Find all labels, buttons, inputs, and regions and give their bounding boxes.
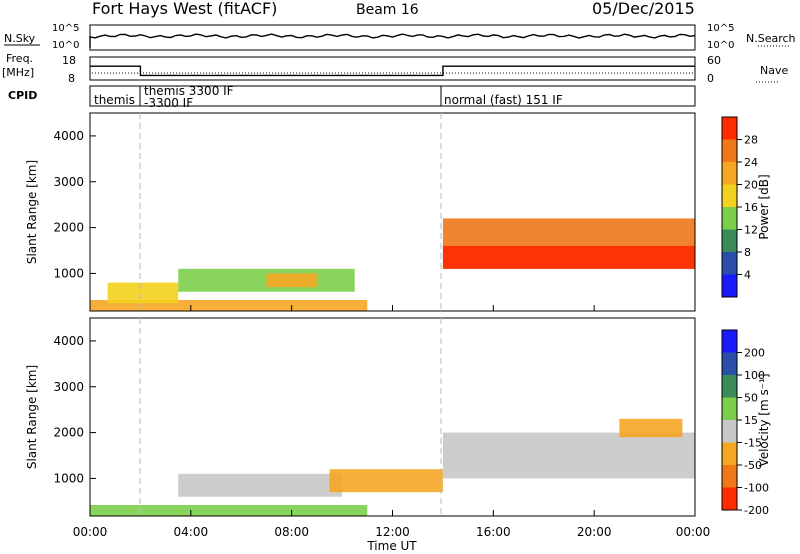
nave-tick-top: 60 xyxy=(707,54,721,67)
nave-label: Nave xyxy=(760,64,788,77)
power-cell xyxy=(90,300,368,311)
velocity-colorbar-tick-label: -100 xyxy=(744,482,769,495)
cpid-segment-2-line2: -3300 IF xyxy=(144,96,193,110)
freq-panel xyxy=(89,56,696,81)
nsearch-tick-top: 10^5 xyxy=(707,23,734,34)
power-colorbar-segment xyxy=(722,274,737,297)
x-tick-label-6: 00:00 xyxy=(676,525,711,539)
y-tick-label: 3000 xyxy=(53,380,84,394)
velocity-cell xyxy=(178,473,343,497)
power-colorbar-segment xyxy=(722,162,737,185)
x-tick-label-5: 20:00 xyxy=(577,525,612,539)
velocity-colorbar-tick-label: 50 xyxy=(744,392,758,405)
nsearch-tick-bottom: 10^0 xyxy=(707,40,734,51)
velocity-colorbar-tick-label: 200 xyxy=(744,347,765,360)
power-colorbar-segment xyxy=(722,184,737,207)
freq-tick-top: 18 xyxy=(62,54,76,67)
power-colorbar-segment xyxy=(722,117,737,140)
cpid-segment-1: themis xyxy=(94,93,135,107)
nsky-trace xyxy=(89,33,696,48)
nsky-tick-bottom: 10^0 xyxy=(52,40,79,51)
freq-tick-bottom: 8 xyxy=(68,72,75,85)
cpid-label: CPID xyxy=(8,89,37,102)
y-tick-label: 1000 xyxy=(53,266,84,280)
x-tick-label-4: 16:00 xyxy=(476,525,511,539)
power-colorbar-label: Power [dB] xyxy=(757,174,771,239)
power-colorbar-tick-label: 16 xyxy=(744,201,758,214)
velocity-colorbar-tick-label: 15 xyxy=(744,414,758,427)
power-colorbar-tick-label: 4 xyxy=(744,269,751,282)
y-tick-label: 3000 xyxy=(53,175,84,189)
x-tick-label-3: 12:00 xyxy=(375,525,410,539)
velocity-colorbar-tick-label: 100 xyxy=(744,369,765,382)
freq-label-line1: Freq. xyxy=(6,52,33,65)
y-tick-label: 4000 xyxy=(53,129,84,143)
cpid-segment-3: normal (fast) 151 IF xyxy=(444,93,563,107)
power-colorbar-tick-label: 8 xyxy=(744,246,751,259)
velocity-colorbar-tick-label: -200 xyxy=(744,504,769,517)
nsky-label: N.Sky xyxy=(4,32,36,45)
velocity-colorbar-tick-label: -15 xyxy=(744,437,762,450)
power-colorbar: 28 24 20 16 12 8 4 Power [dB] xyxy=(721,116,771,298)
y-tick-label: 2000 xyxy=(53,221,84,235)
power-colorbar-tick-label: 12 xyxy=(744,224,758,237)
velocity-colorbar-segment xyxy=(722,352,737,375)
y-tick-label: 4000 xyxy=(53,334,84,348)
velocity-colorbar-segment xyxy=(722,397,737,420)
x-tick-label-1: 04:00 xyxy=(174,525,209,539)
nsky-tick-top: 10^5 xyxy=(52,23,79,34)
velocity-cell xyxy=(619,418,683,438)
x-tick-label-0: 00:00 xyxy=(73,525,108,539)
y-tick-label: 1000 xyxy=(53,471,84,485)
power-ylabel: Slant Range [km] xyxy=(25,160,39,264)
x-tick-label-2: 08:00 xyxy=(274,525,309,539)
cpid-segment-2-line1: themis 3300 IF xyxy=(144,84,234,98)
velocity-colorbar-label: Velocity [m s⁻¹] xyxy=(757,373,771,466)
power-colorbar-segment xyxy=(722,229,737,252)
power-cell xyxy=(107,282,179,304)
freq-trace xyxy=(90,65,695,77)
velocity-cell xyxy=(442,432,695,479)
power-colorbar-tick-label: 20 xyxy=(744,179,758,192)
velocity-colorbar-segment xyxy=(722,487,737,510)
velocity-ylabel: Slant Range [km] xyxy=(25,365,39,469)
velocity-colorbar-tick-label: -50 xyxy=(744,459,762,472)
velocity-colorbar-segment xyxy=(722,375,737,398)
velocity-panel: 1000 2000 3000 4000 Slant Range [km] xyxy=(25,317,696,517)
freq-label-line2: [MHz] xyxy=(2,66,34,79)
x-axis-label: Time UT xyxy=(366,539,417,553)
date-title: 05/Dec/2015 xyxy=(592,0,695,18)
power-colorbar-frame xyxy=(721,116,738,298)
x-axis: 00:00 04:00 08:00 12:00 16:00 20:00 00:0… xyxy=(73,305,711,539)
power-colorbar-segment xyxy=(722,252,737,275)
power-colorbar-tick-label: 28 xyxy=(744,134,758,147)
power-cell xyxy=(266,273,317,288)
power-colorbar-tick-label: 24 xyxy=(744,156,758,169)
velocity-cell xyxy=(329,469,443,493)
power-cells xyxy=(90,218,695,311)
power-colorbar-segment xyxy=(722,139,737,162)
power-cell xyxy=(442,245,695,269)
velocity-colorbar-segment xyxy=(722,420,737,443)
nave-tick-bottom: 0 xyxy=(707,72,714,85)
velocity-colorbar: 200 100 50 15 -15 -50 -100 -200 Velocity [m s⁻¹… xyxy=(721,329,771,517)
station-title: Fort Hays West (fitACF) xyxy=(92,0,277,18)
cpid-panel xyxy=(89,85,696,107)
y-tick-label: 2000 xyxy=(53,426,84,440)
velocity-colorbar-segment xyxy=(722,330,737,353)
beam-title: Beam 16 xyxy=(356,2,419,18)
velocity-cells xyxy=(90,418,695,516)
power-colorbar-segment xyxy=(722,207,737,230)
velocity-cell xyxy=(90,505,368,516)
power-panel: 1000 2000 3000 4000 Slant Range [km] xyxy=(25,112,696,312)
velocity-colorbar-segment xyxy=(722,465,737,488)
velocity-colorbar-segment xyxy=(722,442,737,465)
nsearch-label: N.Search xyxy=(746,32,796,45)
velocity-colorbar-frame xyxy=(721,329,738,511)
